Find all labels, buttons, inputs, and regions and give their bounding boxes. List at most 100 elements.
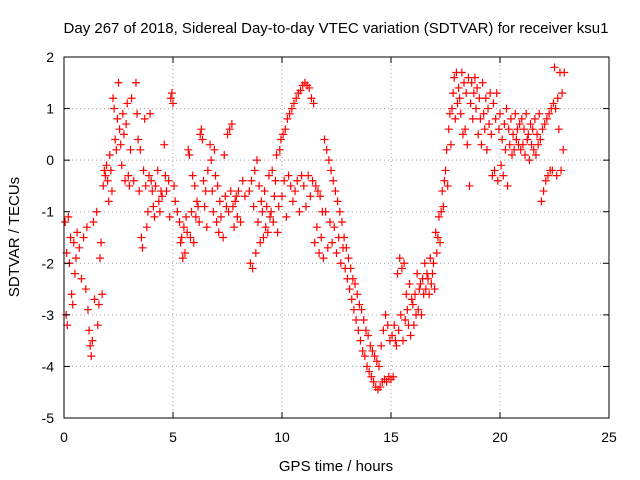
data-point xyxy=(389,372,398,381)
data-point xyxy=(353,290,362,299)
data-point xyxy=(103,176,112,185)
data-point xyxy=(438,187,447,196)
data-point xyxy=(136,145,145,154)
data-point xyxy=(208,187,217,196)
data-point xyxy=(71,254,80,263)
data-point xyxy=(398,336,407,345)
data-point xyxy=(75,243,84,252)
data-point xyxy=(491,114,500,123)
data-point xyxy=(250,166,259,175)
y-tick-label: -1 xyxy=(42,204,55,220)
data-point xyxy=(95,254,104,263)
data-point xyxy=(397,264,406,273)
data-point xyxy=(413,269,422,278)
data-point xyxy=(275,145,284,154)
data-point xyxy=(142,223,151,232)
data-point xyxy=(151,181,160,190)
data-point xyxy=(559,145,568,154)
data-point xyxy=(234,187,243,196)
data-point xyxy=(462,89,471,98)
data-point xyxy=(368,346,377,355)
data-point xyxy=(256,238,265,247)
data-point xyxy=(88,336,97,345)
data-point xyxy=(259,233,268,242)
data-point xyxy=(140,114,149,123)
data-point xyxy=(150,212,159,221)
data-point xyxy=(437,207,446,216)
tick-layer: 0 5 10 15 20 25 -5 -4 -3 -2 -1 0 1 2 xyxy=(42,49,617,445)
y-tick-label: -4 xyxy=(42,358,55,374)
data-point xyxy=(283,114,292,123)
data-point xyxy=(358,346,367,355)
data-point xyxy=(393,269,402,278)
data-point xyxy=(406,331,415,340)
data-point xyxy=(183,228,192,237)
data-point xyxy=(539,187,548,196)
data-point xyxy=(246,259,255,268)
data-point xyxy=(273,228,282,237)
data-point xyxy=(530,114,539,123)
data-point xyxy=(135,187,144,196)
data-point xyxy=(427,279,436,288)
data-point xyxy=(160,140,169,149)
data-point xyxy=(266,212,275,221)
data-point xyxy=(70,269,79,278)
data-point xyxy=(196,130,205,139)
data-point xyxy=(230,223,239,232)
data-point xyxy=(148,187,157,196)
data-point xyxy=(505,140,514,149)
data-point xyxy=(176,238,185,247)
data-point xyxy=(317,233,326,242)
data-point xyxy=(105,150,114,159)
data-point xyxy=(214,228,223,237)
data-point xyxy=(79,233,88,242)
data-point xyxy=(348,274,357,283)
data-point xyxy=(185,150,194,159)
data-point xyxy=(304,171,313,180)
data-point xyxy=(270,192,279,201)
data-point xyxy=(240,192,249,201)
data-point xyxy=(494,125,503,134)
data-point xyxy=(170,181,179,190)
data-point xyxy=(507,150,516,159)
data-point xyxy=(295,207,304,216)
data-point xyxy=(349,305,358,314)
data-point xyxy=(396,310,405,319)
data-point xyxy=(64,212,73,221)
data-point xyxy=(274,202,283,211)
data-point xyxy=(431,228,440,237)
data-point xyxy=(179,223,188,232)
data-point xyxy=(216,212,225,221)
data-point xyxy=(537,197,546,206)
data-point xyxy=(327,166,336,175)
data-point xyxy=(133,109,142,118)
data-point xyxy=(310,238,319,247)
data-point xyxy=(535,109,544,118)
data-point xyxy=(390,321,399,330)
data-point xyxy=(484,104,493,113)
data-point xyxy=(424,274,433,283)
data-point xyxy=(521,150,530,159)
data-point xyxy=(131,78,140,87)
data-point xyxy=(478,78,487,87)
data-point xyxy=(141,181,150,190)
data-point xyxy=(260,187,269,196)
data-point xyxy=(293,176,302,185)
data-point xyxy=(474,130,483,139)
data-point xyxy=(281,125,290,134)
data-point xyxy=(306,192,315,201)
data-point xyxy=(280,176,289,185)
data-point xyxy=(451,114,460,123)
data-point xyxy=(112,145,121,154)
data-point xyxy=(363,362,372,371)
data-point xyxy=(476,114,485,123)
data-point xyxy=(444,125,453,134)
data-point xyxy=(292,94,301,103)
data-point xyxy=(381,310,390,319)
data-point xyxy=(245,187,254,196)
y-tick-label: -2 xyxy=(42,255,55,271)
data-point xyxy=(289,99,298,108)
data-point xyxy=(68,300,77,309)
data-point xyxy=(342,243,351,252)
data-point xyxy=(268,166,277,175)
